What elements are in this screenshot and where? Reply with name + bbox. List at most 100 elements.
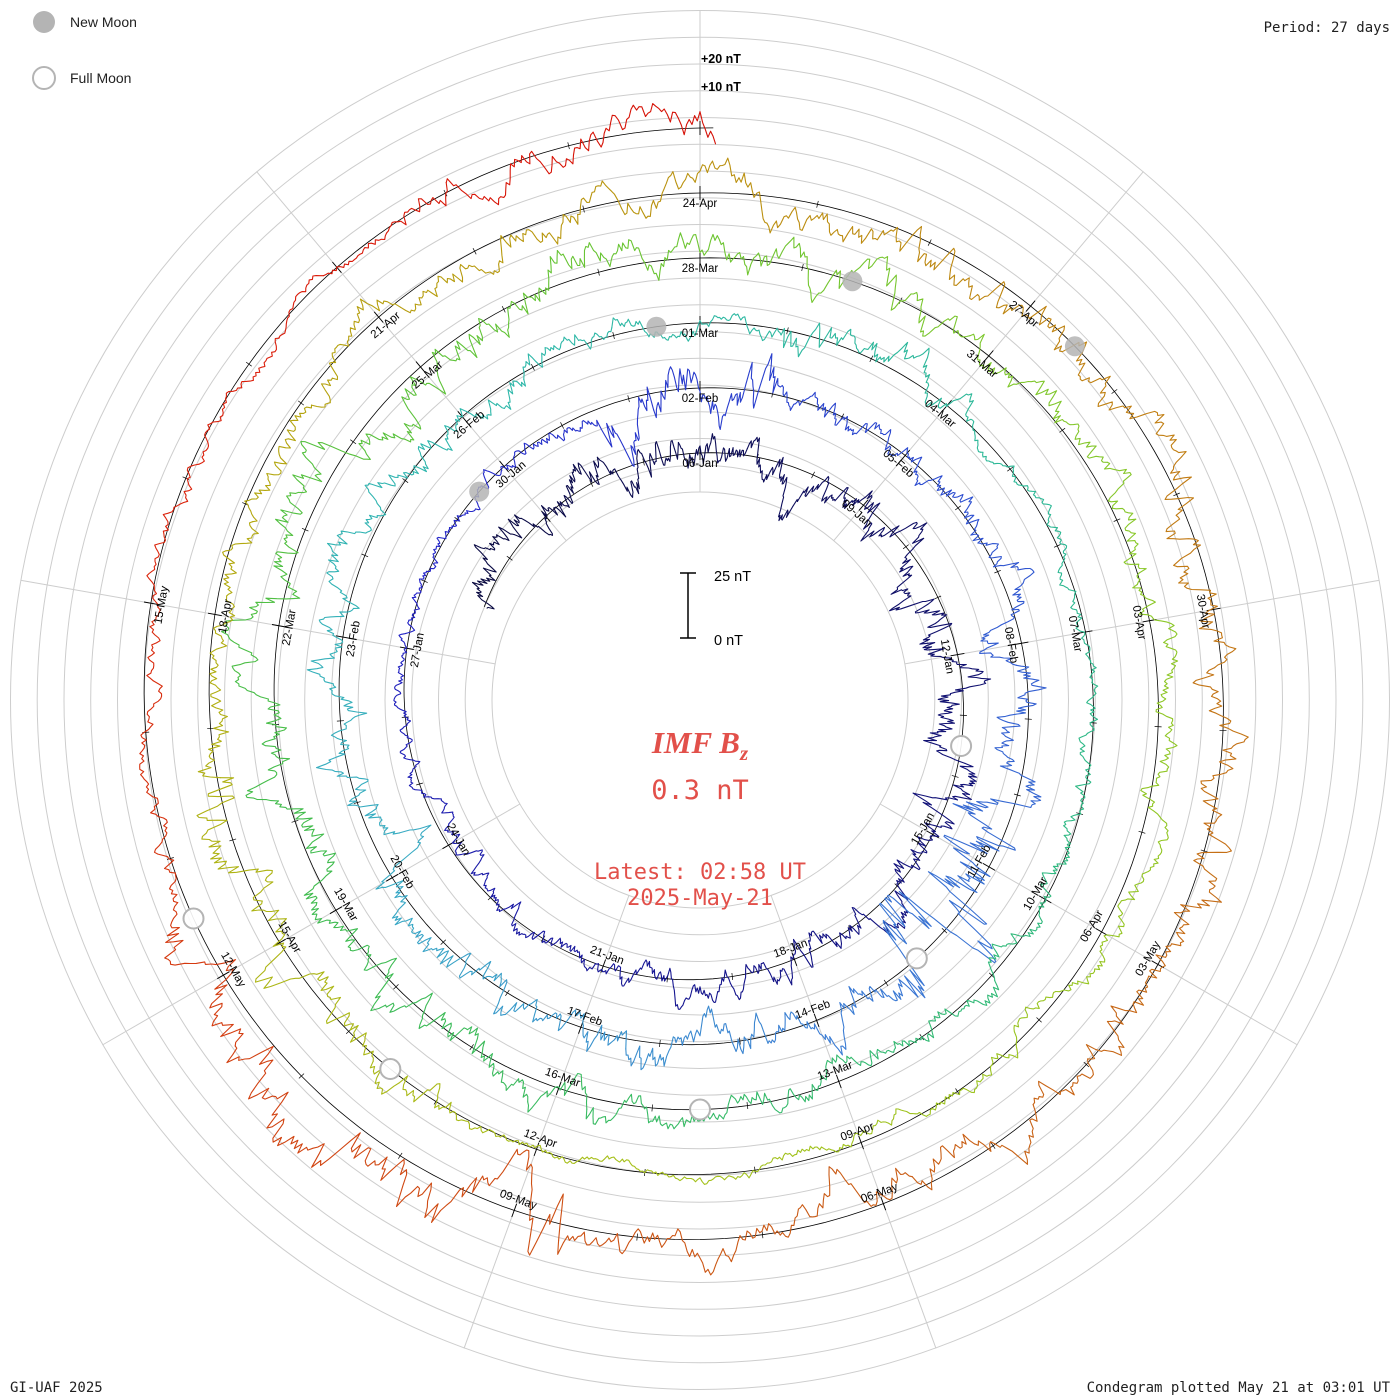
trace-segment <box>964 277 1024 317</box>
trace-segment <box>1200 738 1246 810</box>
date-label: 11-Feb <box>965 843 993 880</box>
day-tick <box>402 478 409 483</box>
trace-segment <box>746 436 781 483</box>
trace-segment <box>952 798 1036 833</box>
day-tick <box>1083 1061 1090 1068</box>
trace-segment <box>1132 943 1173 1006</box>
date-label: 23-Feb <box>345 620 363 658</box>
generated-plot: 06-Jan09-Jan12-Jan15-Jan18-Jan21-Jan24-J… <box>10 10 1390 1390</box>
trace-segment <box>550 937 586 964</box>
trace-segment <box>399 273 464 314</box>
trace-segment <box>1054 418 1108 463</box>
trace-segment <box>777 456 798 522</box>
trace-segment <box>322 232 388 277</box>
trace-segment <box>808 1054 856 1100</box>
grid-spoke <box>256 171 567 542</box>
trace-segment <box>773 938 809 986</box>
trace-segment <box>592 103 671 148</box>
trace-segment <box>977 542 1031 571</box>
trace-segment <box>1077 629 1097 682</box>
chart-title: IMF Bz <box>651 725 749 765</box>
trace-segment <box>414 930 460 968</box>
date-label: 09-Apr <box>839 1121 876 1144</box>
baseline-spiral <box>143 127 1224 1241</box>
trace-segment <box>522 341 563 380</box>
trace-segment <box>278 275 324 339</box>
trace-segment <box>532 1009 585 1032</box>
trace-segment <box>399 720 415 761</box>
trace-segment <box>1020 484 1055 528</box>
trace-segment <box>197 711 230 779</box>
day-tick <box>955 1088 960 1095</box>
trace-segment <box>779 1166 838 1238</box>
day-tick <box>505 989 510 996</box>
day-tick <box>600 959 607 973</box>
plotted-label: Condegram plotted May 21 at 03:01 UT <box>1087 1380 1391 1396</box>
trace-segment <box>536 427 578 445</box>
day-tick <box>291 819 299 823</box>
day-tick <box>301 527 309 532</box>
trace-segment <box>834 487 875 510</box>
chart-title-subscript: z <box>739 741 749 765</box>
trace-segment <box>1099 891 1136 947</box>
day-tick <box>1095 928 1108 936</box>
day-tick <box>511 1203 518 1218</box>
date-label: 02-Feb <box>682 393 718 405</box>
date-label: 06-Jan <box>682 458 717 470</box>
day-tick <box>902 544 909 550</box>
day-tick <box>951 775 959 778</box>
trace-segment <box>911 1133 976 1191</box>
full-moon-icon <box>32 66 56 90</box>
trace-segment <box>585 1093 646 1125</box>
trace-segment <box>1192 667 1249 740</box>
new-moon-icon <box>33 11 55 33</box>
trace-segment <box>927 871 991 946</box>
trace-segment <box>775 206 841 236</box>
day-tick <box>361 553 369 558</box>
center-info: IMF Bz 0.3 nT Latest: 02:58 UT 2025-May-… <box>594 725 806 911</box>
trace-segment <box>912 792 959 830</box>
trace-segment <box>556 463 580 508</box>
trace-segment <box>761 322 821 358</box>
trace-segment <box>719 1012 769 1055</box>
trace-segment <box>458 952 502 983</box>
new-moon-marker <box>1064 336 1085 357</box>
trace-segment <box>306 653 353 705</box>
day-tick <box>642 458 645 466</box>
trace-segment <box>490 890 522 927</box>
day-tick <box>1111 389 1118 394</box>
trace-segment <box>1198 597 1237 669</box>
trace-segment <box>483 1053 529 1103</box>
full-moon-marker <box>182 907 205 930</box>
day-tick <box>1014 641 1029 645</box>
day-tick <box>329 906 343 915</box>
date-label: 31-Mar <box>964 348 1000 381</box>
trace-segment <box>677 433 714 469</box>
trace-segment <box>854 1040 906 1067</box>
trace-segment <box>393 680 412 722</box>
trace-segment <box>468 300 512 358</box>
trace-segment <box>350 1144 419 1208</box>
trace-segment <box>226 1045 289 1116</box>
day-tick <box>927 239 932 246</box>
grid-spokes <box>20 10 1380 1349</box>
trace-segment <box>577 456 616 485</box>
trace-segment <box>1025 883 1052 938</box>
day-tick <box>1078 630 1093 634</box>
trace-segment <box>1013 990 1057 1041</box>
moon-markers <box>182 271 1085 1121</box>
trace-segment <box>1133 834 1169 893</box>
trace-segment <box>767 1011 813 1044</box>
day-tick <box>582 205 585 213</box>
day-tick <box>990 1142 996 1149</box>
plus20-nt-label: +20 nT <box>701 52 741 66</box>
full-moon-marker <box>905 947 928 970</box>
grid-spoke <box>879 803 1298 1046</box>
day-tick <box>415 361 426 373</box>
trace-segment <box>811 1002 855 1056</box>
day-tick <box>1025 300 1036 312</box>
trace-segment <box>398 601 421 641</box>
period-label: Period: 27 days <box>1264 20 1390 36</box>
trace-segment <box>836 1167 913 1207</box>
day-tick <box>353 801 361 804</box>
